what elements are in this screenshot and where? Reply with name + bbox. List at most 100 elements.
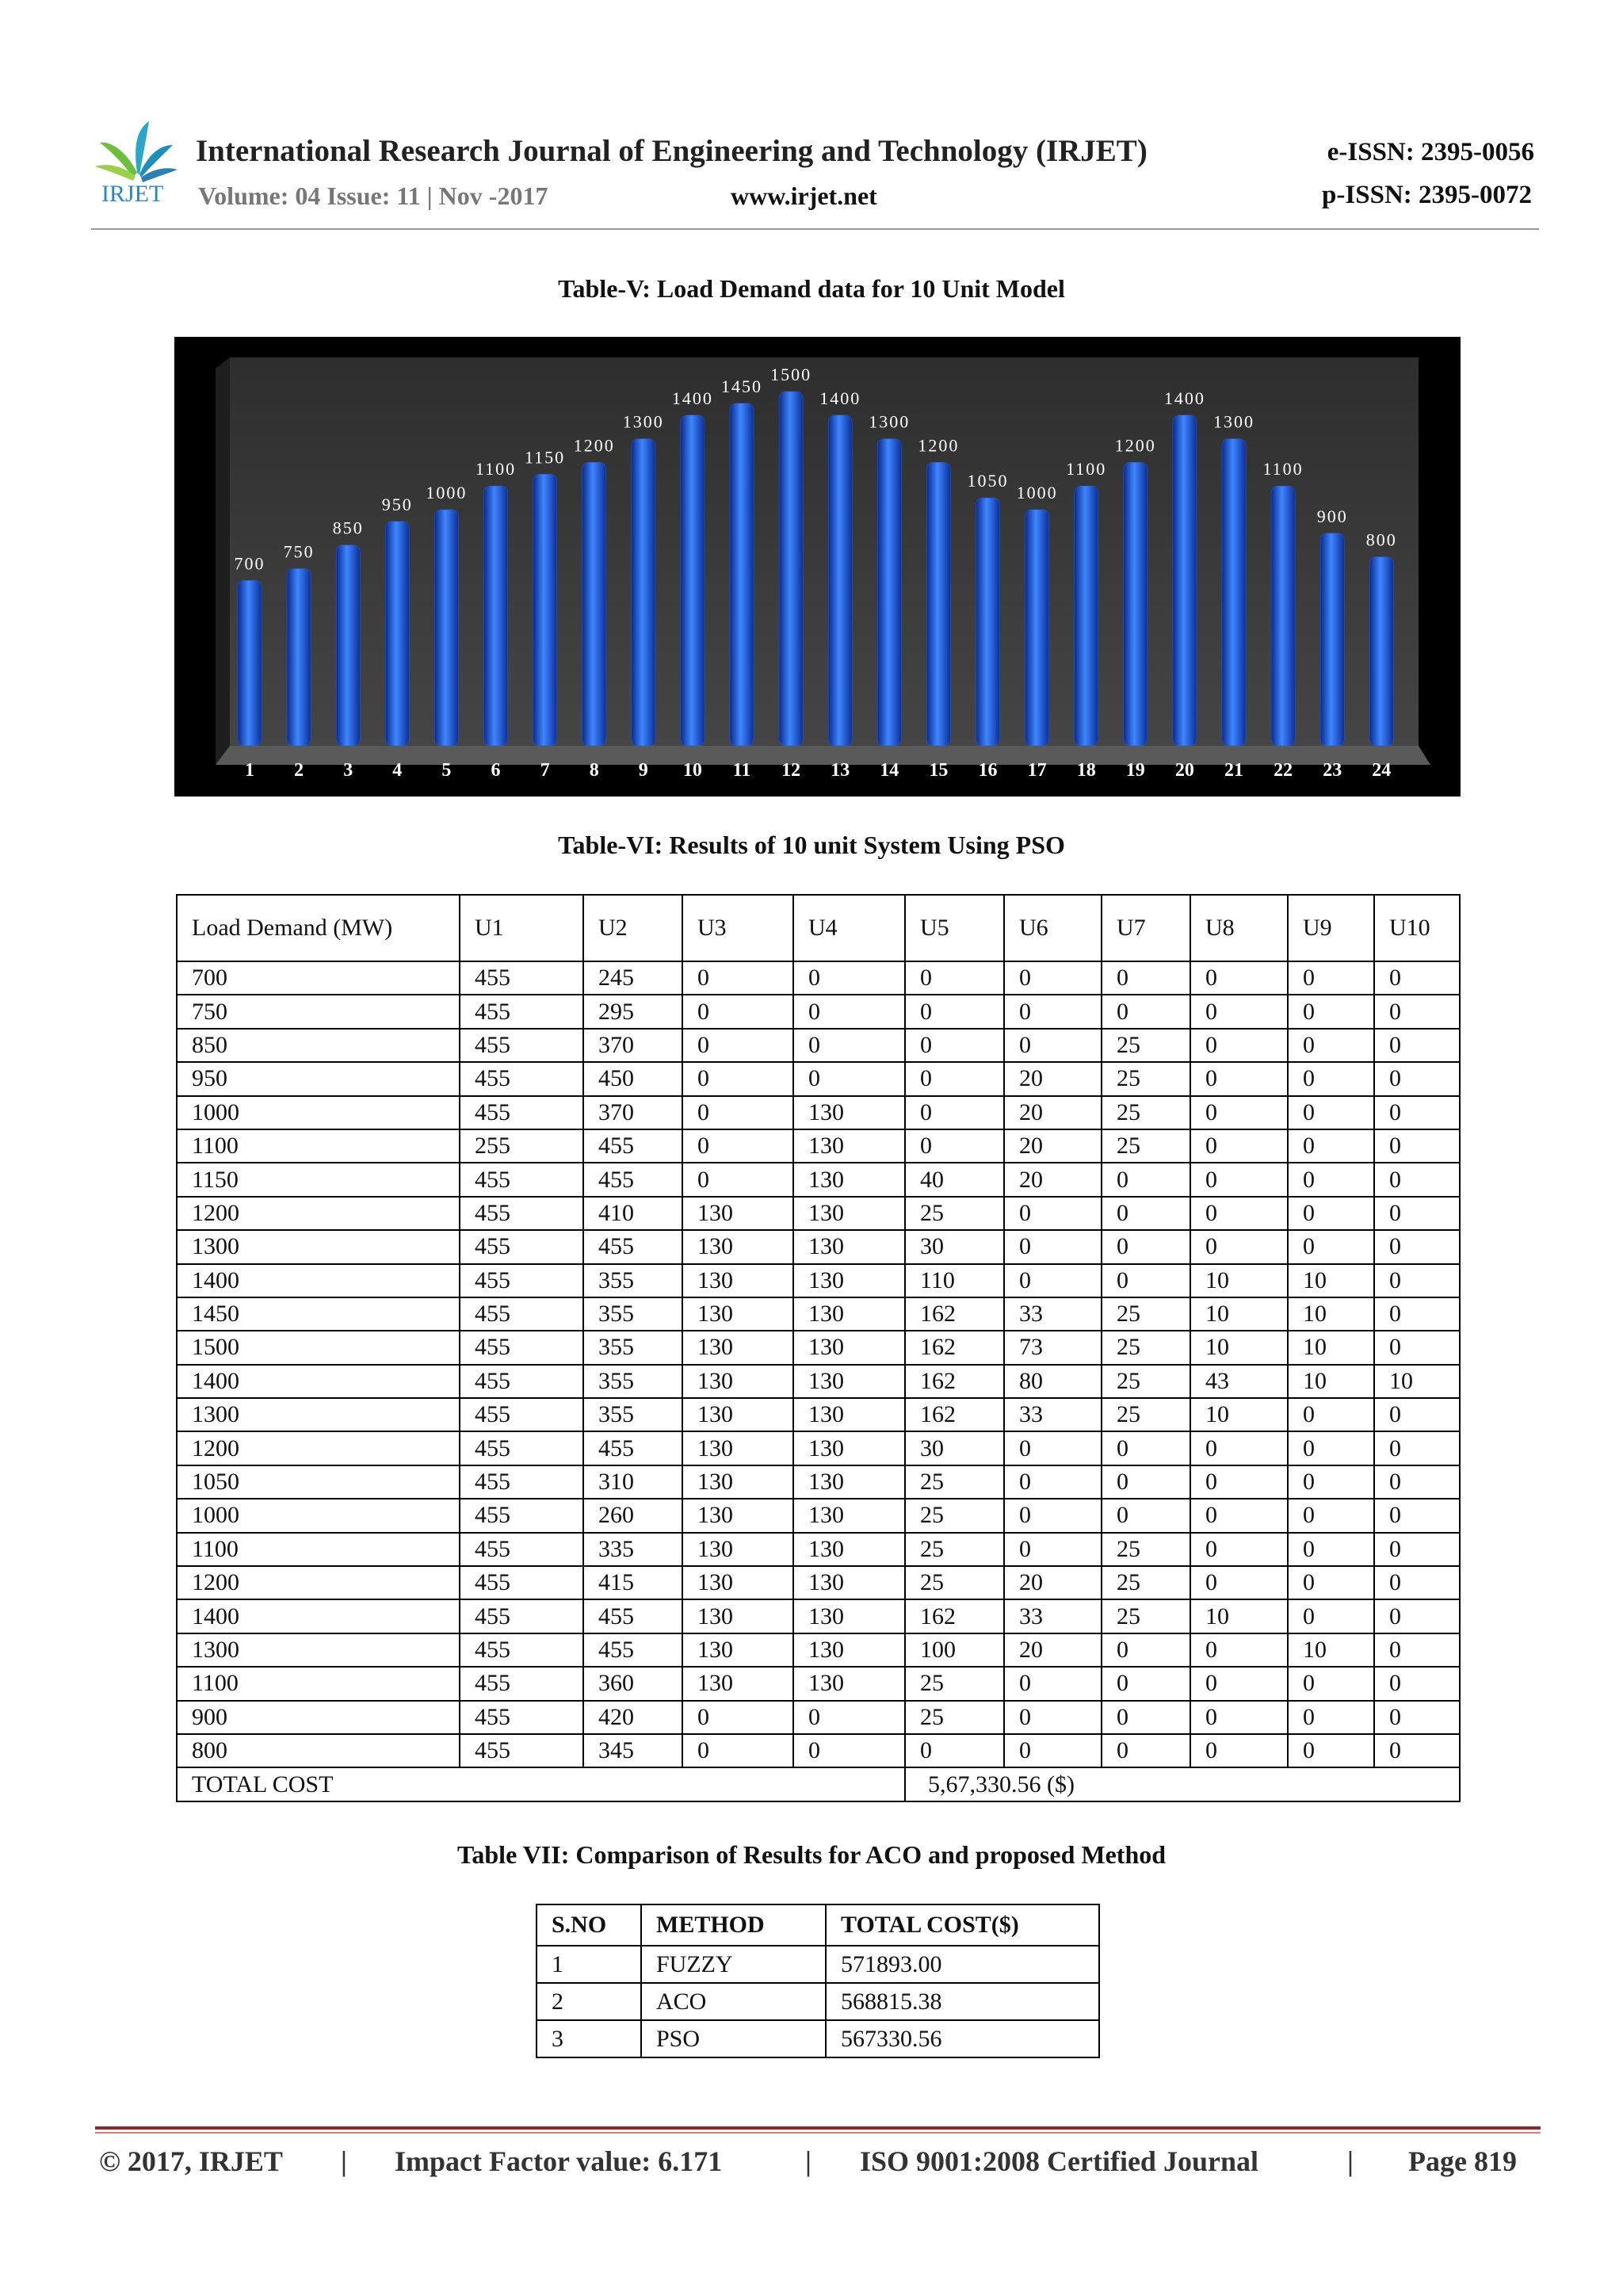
header-cell: U1 [459,894,584,962]
bar [385,521,410,747]
row: 800 455 345 0 0 0 0 0 0 0 0 [176,1733,1461,1769]
cell: 455 [459,960,584,996]
cell: 750 [176,994,460,1030]
cell: 0 [1101,1464,1191,1500]
row: 1200 455 415 130 130 25 20 25 0 0 0 [176,1565,1461,1601]
eissn: e-ISSN: 2395-0056 [1327,138,1534,166]
x-tick-label: 7 [540,760,550,781]
cell: 0 [1003,1666,1102,1702]
cell: 1050 [176,1464,460,1500]
cell: 25 [1101,1027,1191,1064]
row: 3 PSO 567330.56 [536,2019,1100,2058]
cell: 0 [792,960,906,996]
cell: 0 [1101,1263,1191,1298]
cell: 0 [1287,1162,1375,1198]
row: 1 FUZZY 571893.00 [536,1945,1100,1984]
table7-caption: Table VII: Comparison of Results for ACO… [456,1840,1167,1869]
bar [631,438,656,747]
row: 2 ACO 568815.38 [536,1982,1100,2021]
cell: 0 [1190,1128,1289,1164]
cell: 10 [1287,1296,1375,1332]
x-tick-label: 11 [733,760,751,781]
cell: 25 [1101,1128,1191,1164]
cell: PSO [640,2019,827,2058]
cell: 0 [1373,1565,1461,1601]
cell: 1200 [176,1565,460,1601]
cell: 455 [459,1195,584,1232]
cell: 100 [904,1632,1005,1668]
cell: 0 [1287,1397,1375,1433]
value-label: 1100 [475,459,516,479]
cell: 455 [582,1599,683,1634]
cell: 455 [582,1229,683,1265]
value-label: 1300 [869,412,910,432]
cell: 2 [536,1982,642,2021]
cell: 10 [1190,1599,1289,1634]
table6: Load Demand (MW) U1 U2 U3 U4 U5 U6 U7 U8 U9 U10 700… [176,894,1461,1802]
row: 1400 455 455 130 130 162 33 25 10 0 0 [176,1599,1461,1634]
logo-text: IRJET [101,181,164,207]
bar [827,415,853,747]
value-label: 700 [235,553,265,573]
bar [1074,485,1098,747]
chart: 700 1 750 2 850 3 950 4 1000 5 1100 6 1150 7 1200 8 1300… [174,337,1461,797]
cell: 1200 [176,1431,460,1466]
cell: 0 [1101,1431,1191,1466]
cell: 25 [1101,1095,1191,1130]
cell: 130 [682,1229,794,1265]
header-rule [91,228,1539,230]
cell: 0 [1373,1263,1461,1298]
cell: 25 [904,1531,1005,1568]
cell: 455 [459,1296,584,1332]
cell: 700 [176,960,460,996]
cell: 355 [582,1263,683,1298]
header-cell: U4 [792,894,906,962]
cell: 130 [792,1531,906,1568]
cell: 0 [1190,1195,1289,1232]
cell: 900 [176,1699,460,1735]
cell: 162 [904,1330,1005,1366]
x-tick-label: 10 [683,760,702,781]
cell: 455 [459,1733,584,1769]
value-label: 1400 [819,388,861,408]
cell: 0 [1287,1531,1375,1568]
cell: 25 [1101,1565,1191,1601]
floor [216,746,1430,765]
x-tick-label: 17 [1028,760,1047,781]
cell: 130 [792,1431,906,1466]
cell: 0 [1190,1565,1289,1601]
cell: 130 [682,1431,794,1466]
value-label: 1100 [1263,459,1304,479]
cell: 455 [459,1363,584,1400]
cell: 162 [904,1296,1005,1332]
cell: 0 [1190,1464,1289,1500]
cell: 0 [1190,1162,1289,1198]
cell: 0 [1373,1061,1461,1097]
row: 1150 455 455 0 130 40 20 0 0 0 0 [176,1162,1461,1198]
cell: 415 [582,1565,683,1601]
x-tick-label: 8 [590,760,599,781]
cell: 0 [1190,1699,1289,1735]
cell: 10 [1287,1330,1375,1366]
value-label: 1300 [1213,412,1254,432]
cell: 130 [682,1565,794,1601]
cell: 0 [1190,1431,1289,1466]
cell: 20 [1003,1632,1102,1668]
cell: 130 [682,1666,794,1702]
header-cell: TOTAL COST($) [825,1904,1100,1946]
x-tick-label: 19 [1126,760,1145,781]
bar [680,415,705,747]
cell: 10 [1287,1632,1375,1668]
cell: 455 [459,994,584,1030]
cell: 455 [459,1431,584,1466]
value-label: 1000 [1017,483,1058,502]
cell: 130 [792,1195,906,1232]
cell: 130 [682,1296,794,1332]
cell: 25 [904,1699,1005,1735]
cell: 1400 [176,1263,460,1298]
value-label: 750 [284,542,315,562]
cell: 355 [582,1330,683,1366]
cell: 1400 [176,1599,460,1634]
cell: 455 [582,1632,683,1668]
value-label: 1450 [721,376,762,396]
